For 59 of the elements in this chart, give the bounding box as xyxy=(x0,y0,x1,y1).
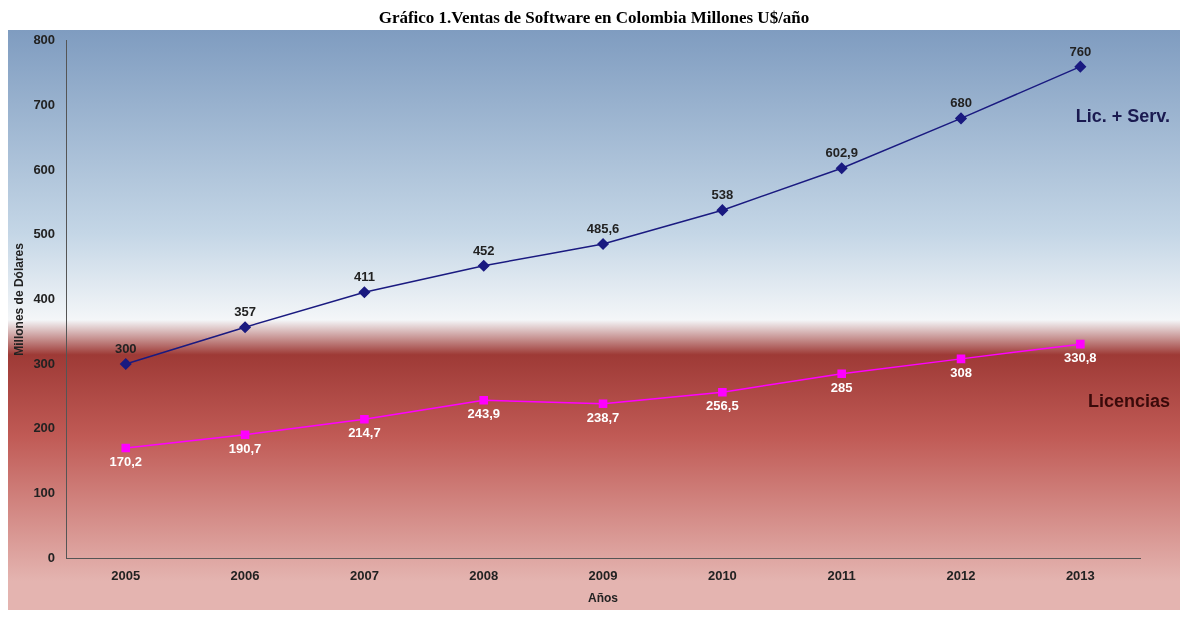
point xyxy=(835,162,848,174)
point xyxy=(479,396,489,405)
data-label: 680 xyxy=(950,95,972,111)
point xyxy=(837,369,846,379)
point xyxy=(718,387,727,397)
data-label: 170,2 xyxy=(109,454,143,470)
data-label: 452 xyxy=(472,242,495,258)
point xyxy=(121,443,131,453)
text: Licencias xyxy=(1087,391,1170,412)
data-label: 238,7 xyxy=(586,409,620,425)
data-label: 760 xyxy=(1069,43,1092,59)
y-tick-label: 100 xyxy=(33,484,56,500)
x-tick-label: 2010 xyxy=(707,568,737,584)
point xyxy=(360,414,369,424)
point xyxy=(477,260,490,272)
x-axis-title: Años xyxy=(588,591,619,606)
point xyxy=(597,238,609,250)
x-tick-label: 2011 xyxy=(827,568,856,584)
y-tick-label: 300 xyxy=(33,355,56,371)
point xyxy=(1074,60,1087,73)
point xyxy=(956,354,966,364)
data-label: 538 xyxy=(711,187,734,203)
point xyxy=(239,321,251,333)
point xyxy=(598,399,608,408)
point xyxy=(240,430,250,439)
data-label: 285 xyxy=(830,379,853,395)
data-label: 602,9 xyxy=(825,145,858,161)
data-label: 190,7 xyxy=(228,440,262,456)
y-tick-label: 400 xyxy=(33,290,56,306)
x-tick-label: 2013 xyxy=(1065,568,1095,584)
x-tick-label: 2006 xyxy=(230,568,260,584)
y-tick-label: 700 xyxy=(33,97,56,113)
y-tick-label: 800 xyxy=(33,32,56,48)
data-label: 357 xyxy=(234,304,256,320)
data-label: 308 xyxy=(950,364,972,380)
point xyxy=(358,286,371,299)
point xyxy=(716,204,729,216)
y-tick-label: 200 xyxy=(33,420,56,436)
point xyxy=(955,112,967,125)
chart-title: Gráfico 1.Ventas de Software en Colombia Millones U$/año xyxy=(377,8,811,29)
data-label: 411 xyxy=(353,269,375,285)
data-label: 243,9 xyxy=(467,406,500,422)
data-label: 214,7 xyxy=(348,425,381,441)
y-tick-label: 0 xyxy=(47,549,56,565)
x-tick-label: 2012 xyxy=(946,568,976,584)
data-label: 330,8 xyxy=(1064,350,1097,366)
point xyxy=(1076,339,1085,349)
y-tick-label: 600 xyxy=(33,161,56,177)
x-tick-label: 2009 xyxy=(588,568,618,584)
y-tick-label: 500 xyxy=(33,226,56,242)
series-label: Lic. + Serv. xyxy=(1075,105,1170,126)
x-tick-label: 2008 xyxy=(469,568,499,584)
x-tick-label: 2007 xyxy=(349,568,379,584)
y-axis-title: Millones de Dólares xyxy=(11,242,26,356)
point xyxy=(120,358,132,370)
x-tick-label: 2005 xyxy=(111,568,141,584)
data-label: 485,6 xyxy=(586,221,620,237)
data-label: 256,5 xyxy=(706,398,739,414)
data-label: 300 xyxy=(114,341,137,357)
